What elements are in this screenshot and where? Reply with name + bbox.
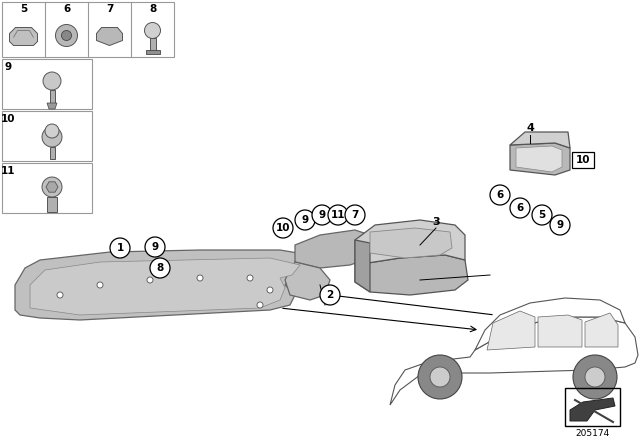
Circle shape bbox=[257, 302, 263, 308]
Polygon shape bbox=[97, 27, 122, 46]
Circle shape bbox=[197, 275, 203, 281]
Circle shape bbox=[45, 124, 59, 138]
Bar bbox=[2, 163, 92, 213]
Text: 10: 10 bbox=[276, 223, 291, 233]
Circle shape bbox=[320, 285, 340, 305]
Circle shape bbox=[490, 185, 510, 205]
Polygon shape bbox=[46, 182, 58, 192]
Text: 9: 9 bbox=[4, 62, 12, 72]
Circle shape bbox=[110, 238, 130, 258]
Circle shape bbox=[585, 367, 605, 387]
Circle shape bbox=[42, 127, 62, 147]
Text: 8: 8 bbox=[156, 263, 164, 273]
Polygon shape bbox=[390, 317, 638, 405]
Text: 1: 1 bbox=[116, 243, 124, 253]
Text: 11: 11 bbox=[331, 210, 345, 220]
Text: 9: 9 bbox=[152, 242, 159, 252]
Text: 7: 7 bbox=[106, 4, 113, 14]
Circle shape bbox=[147, 277, 153, 283]
Circle shape bbox=[247, 275, 253, 281]
Polygon shape bbox=[355, 240, 370, 292]
Text: 5: 5 bbox=[20, 4, 27, 14]
Circle shape bbox=[573, 355, 617, 399]
Polygon shape bbox=[585, 313, 618, 347]
Bar bbox=[2, 111, 92, 161]
Text: 10: 10 bbox=[1, 114, 15, 124]
Polygon shape bbox=[475, 298, 625, 350]
Bar bbox=[572, 152, 594, 168]
Text: 205174: 205174 bbox=[575, 430, 610, 439]
Polygon shape bbox=[570, 398, 615, 421]
Circle shape bbox=[42, 177, 62, 197]
Circle shape bbox=[312, 205, 332, 225]
Text: 9: 9 bbox=[556, 220, 564, 230]
Polygon shape bbox=[295, 230, 375, 268]
Circle shape bbox=[295, 210, 315, 230]
Polygon shape bbox=[15, 250, 318, 320]
Circle shape bbox=[430, 367, 450, 387]
Circle shape bbox=[145, 237, 165, 257]
Polygon shape bbox=[487, 311, 535, 350]
Polygon shape bbox=[370, 228, 452, 258]
Text: 7: 7 bbox=[351, 210, 358, 220]
Text: 6: 6 bbox=[63, 4, 70, 14]
Circle shape bbox=[328, 205, 348, 225]
Bar bbox=[565, 388, 620, 426]
Circle shape bbox=[418, 355, 462, 399]
Bar bbox=[150, 39, 156, 52]
Polygon shape bbox=[538, 315, 582, 347]
Circle shape bbox=[145, 22, 161, 39]
Bar bbox=[2, 2, 174, 57]
Circle shape bbox=[56, 25, 77, 47]
Polygon shape bbox=[285, 262, 330, 300]
Text: 11: 11 bbox=[1, 166, 15, 176]
Text: 4: 4 bbox=[526, 123, 534, 133]
Circle shape bbox=[550, 215, 570, 235]
Bar bbox=[47, 197, 57, 212]
Text: 2: 2 bbox=[326, 290, 333, 300]
Text: 6: 6 bbox=[516, 203, 524, 213]
Polygon shape bbox=[355, 220, 465, 265]
Circle shape bbox=[150, 258, 170, 278]
Circle shape bbox=[510, 198, 530, 218]
Circle shape bbox=[345, 205, 365, 225]
Bar bbox=[49, 147, 54, 159]
Bar bbox=[145, 51, 159, 55]
Bar bbox=[49, 90, 54, 103]
Text: 3: 3 bbox=[432, 217, 440, 227]
Polygon shape bbox=[510, 143, 570, 175]
Text: 6: 6 bbox=[497, 190, 504, 200]
Circle shape bbox=[57, 292, 63, 298]
Polygon shape bbox=[516, 146, 562, 172]
Bar bbox=[2, 59, 92, 109]
Polygon shape bbox=[47, 103, 57, 109]
Text: 9: 9 bbox=[301, 215, 308, 225]
Text: 10: 10 bbox=[576, 155, 590, 165]
Circle shape bbox=[61, 30, 72, 40]
Text: 8: 8 bbox=[149, 4, 156, 14]
Text: 5: 5 bbox=[538, 210, 546, 220]
Polygon shape bbox=[10, 27, 38, 46]
Circle shape bbox=[97, 282, 103, 288]
Polygon shape bbox=[510, 132, 570, 148]
Circle shape bbox=[273, 218, 293, 238]
Polygon shape bbox=[355, 255, 468, 295]
Circle shape bbox=[532, 205, 552, 225]
Circle shape bbox=[267, 287, 273, 293]
Circle shape bbox=[43, 72, 61, 90]
Text: 9: 9 bbox=[319, 210, 326, 220]
Polygon shape bbox=[30, 258, 300, 315]
